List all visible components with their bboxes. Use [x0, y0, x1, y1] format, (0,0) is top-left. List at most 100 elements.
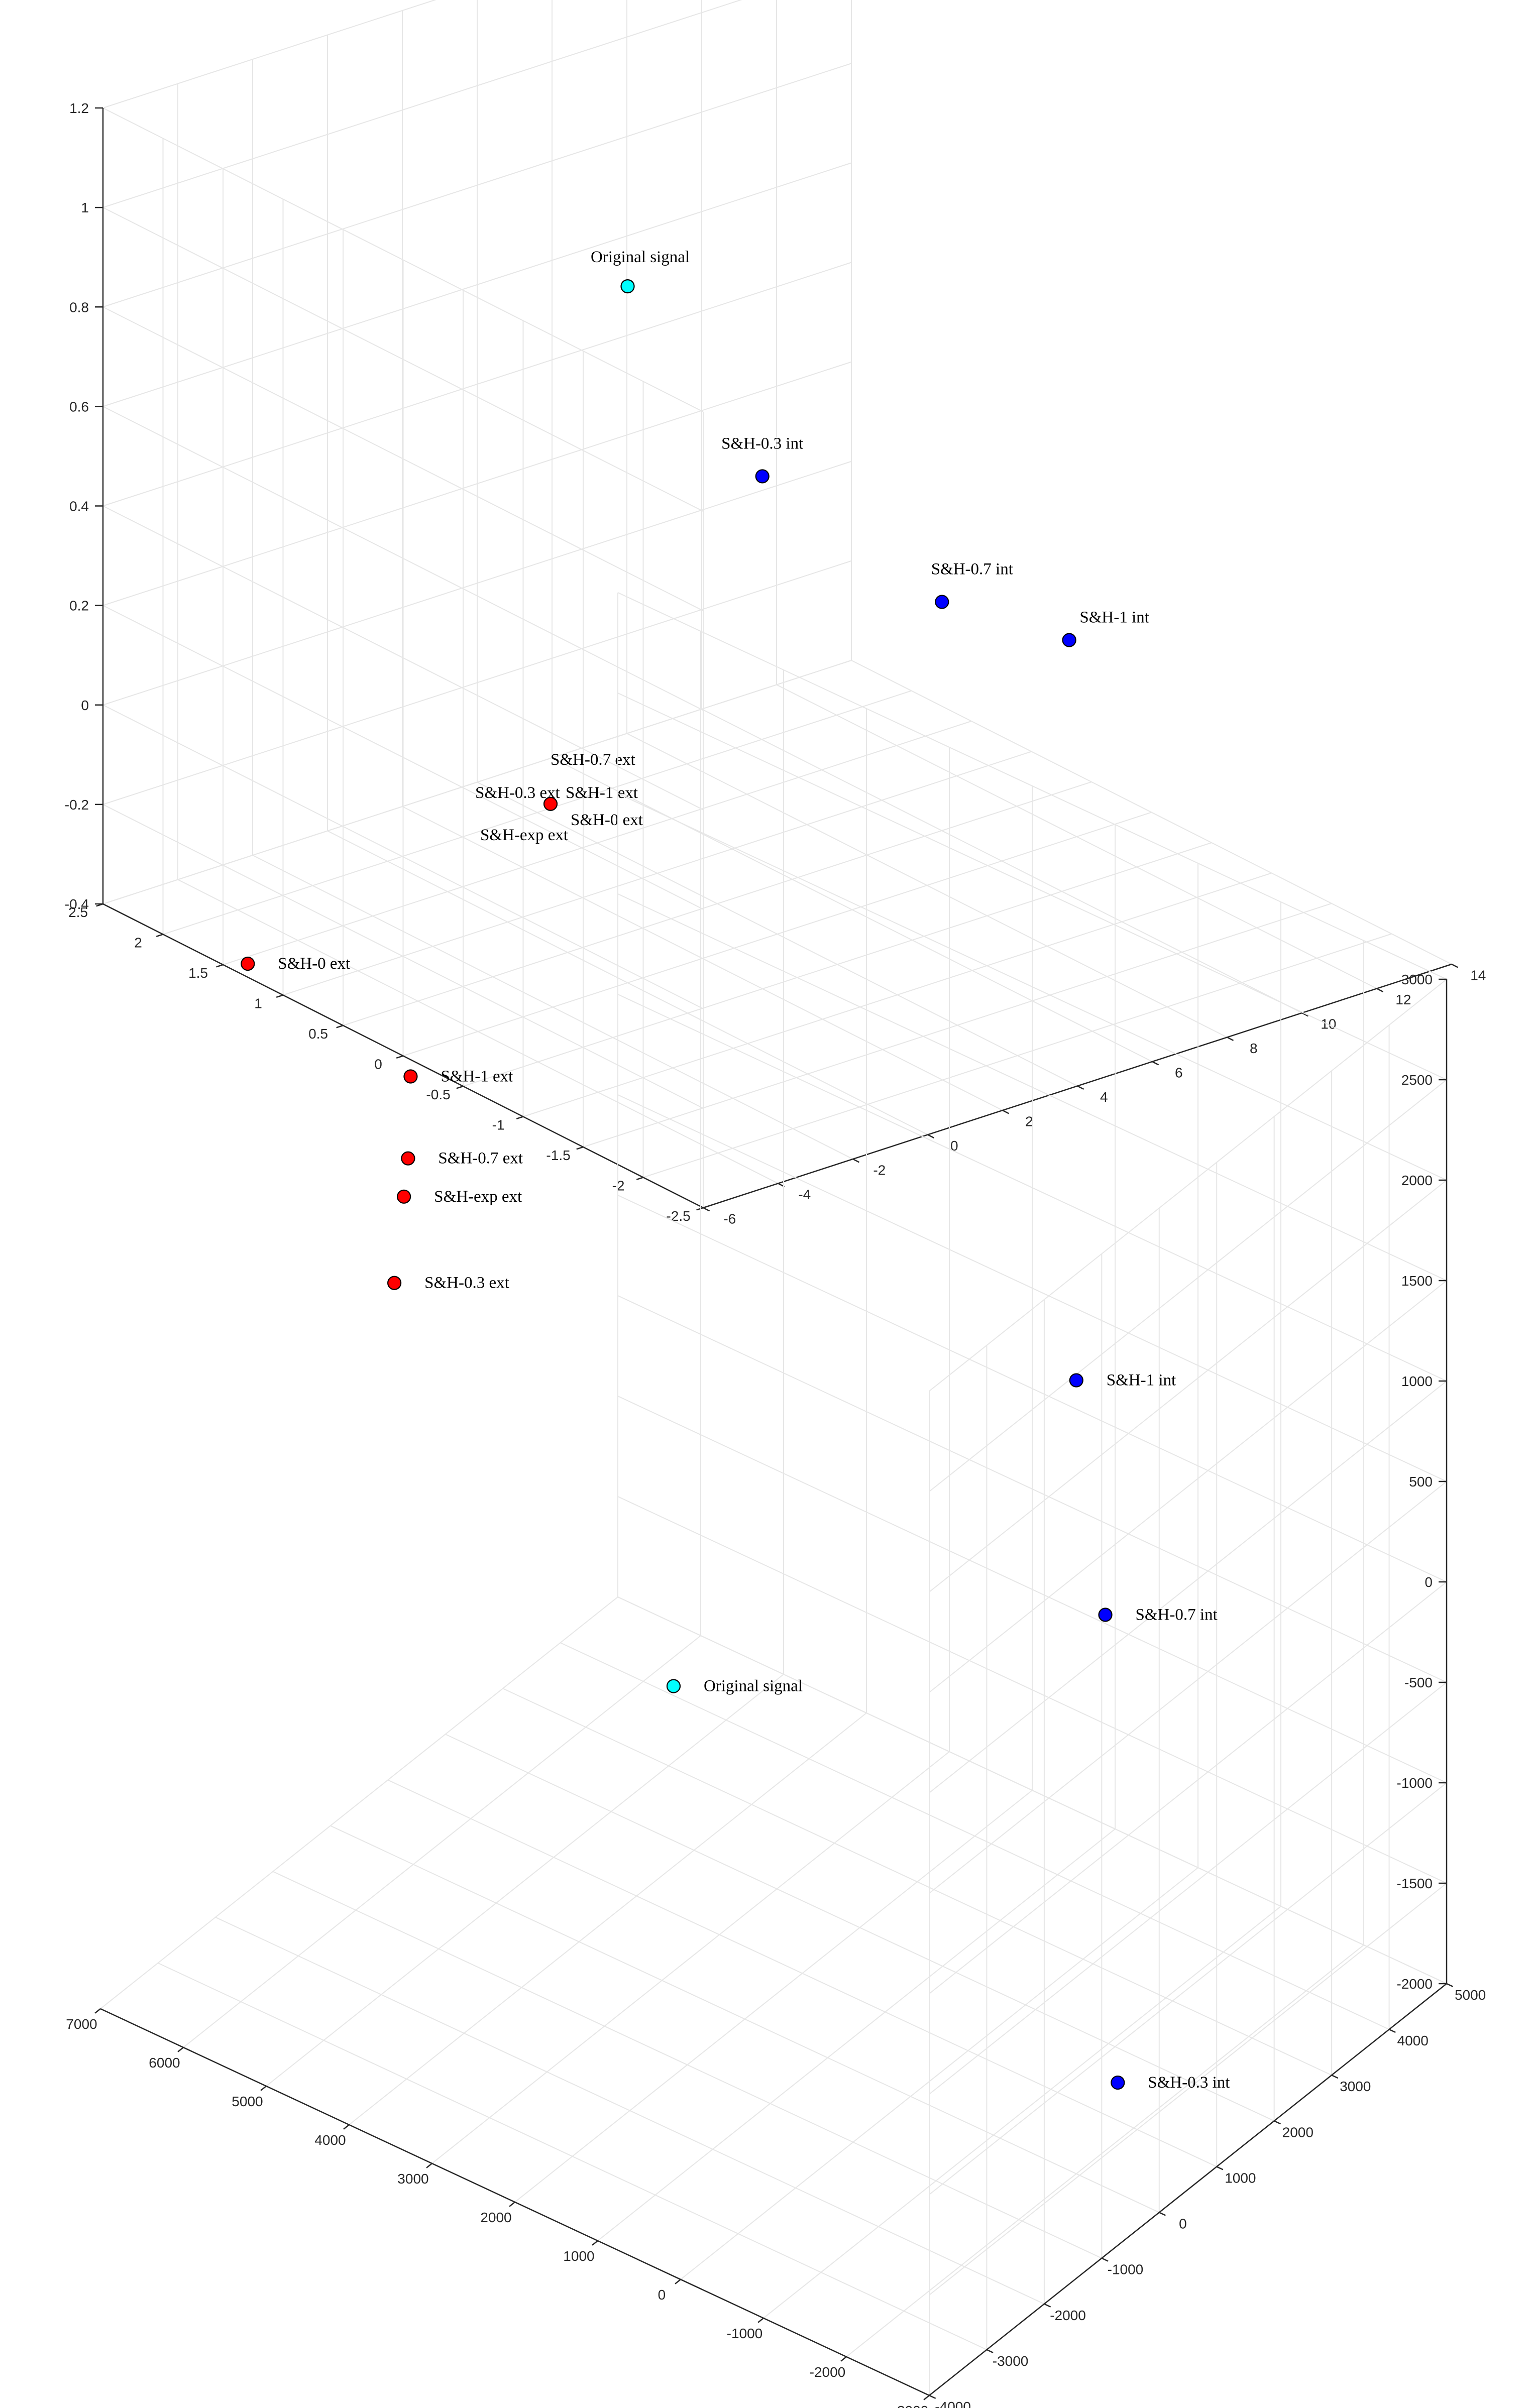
y-tick-label: 1000	[1225, 2170, 1256, 2186]
y-tick	[1216, 2166, 1224, 2170]
floor-grid-line	[387, 1779, 1217, 2167]
floor-grid-line	[445, 1734, 1275, 2122]
floor-grid-line	[215, 1916, 1045, 2305]
wall-grid-line	[617, 1496, 1447, 1884]
y-tick-label: -4000	[935, 2399, 971, 2408]
x-tick-label: -1000	[727, 2326, 763, 2341]
floor-grid-line	[223, 721, 972, 965]
point-label: Original signal	[591, 248, 690, 266]
point-int	[1111, 2075, 1125, 2090]
point-label: S&H-0.7 ext	[438, 1150, 523, 1168]
x-tick-label: -2000	[810, 2364, 846, 2380]
x-tick	[509, 2202, 515, 2207]
x-tick-label: 6000	[149, 2055, 180, 2071]
floor-grid-line	[100, 1596, 618, 2009]
wall-grid-line	[617, 1094, 1447, 1482]
y-tick-label: 0.5	[308, 1026, 328, 1042]
wall-grid-line	[929, 1481, 1447, 1894]
point-label: S&H-0.7 ext	[551, 751, 635, 769]
point-label: S&H-0.3 int	[721, 434, 803, 452]
wall-grid-line	[102, 704, 704, 1009]
wall-grid-line	[102, 63, 852, 308]
point-label: S&H-0.3 int	[1148, 2074, 1230, 2092]
floor-grid-line	[183, 1635, 701, 2048]
y-tick-label: 4000	[1397, 2033, 1429, 2048]
z-tick-label: 500	[1409, 1474, 1433, 1489]
x-tick-label: 0	[950, 1138, 958, 1154]
wall-grid-line	[102, 0, 436, 108]
chart-2: -3000-2000-10000100020003000400050006000…	[66, 592, 1486, 2408]
z-tick-label: -500	[1404, 1675, 1433, 1690]
wall-grid-line	[102, 560, 852, 805]
x-tick	[840, 2356, 847, 2362]
z-tick-label: 2500	[1401, 1072, 1433, 1088]
floor-grid-line	[266, 1674, 784, 2087]
point-label: S&H-0 ext	[571, 811, 643, 829]
x-tick	[1227, 1037, 1234, 1041]
point-label: S&H-1 ext	[566, 784, 638, 802]
x-tick	[1451, 963, 1459, 968]
wall-grid-line	[617, 592, 1447, 980]
wall-grid-line	[102, 262, 852, 507]
point-ext	[403, 1069, 418, 1084]
wall-grid-line	[929, 979, 1447, 1392]
wall-grid-line	[929, 1581, 1447, 1994]
wall-grid-line	[617, 693, 1447, 1080]
wall-grid-line	[929, 1180, 1447, 1592]
z-tick-label: -2000	[1396, 1976, 1433, 1992]
y-tick	[1159, 2212, 1166, 2216]
floor-grid-line	[431, 1751, 950, 2164]
floor-grid-line	[463, 842, 1212, 1087]
y-tick-label: 2.5	[68, 904, 88, 920]
x-tick	[675, 2279, 681, 2284]
point-int	[1098, 1608, 1113, 1622]
y-tick	[216, 964, 224, 968]
x-tick	[592, 2240, 598, 2246]
y-tick-label: 5000	[1455, 1987, 1486, 2003]
x-tick	[923, 2395, 930, 2400]
x-tick-label: 2	[1025, 1114, 1033, 1129]
y-tick-label: 2000	[1282, 2124, 1314, 2140]
wall-grid-line	[929, 1280, 1447, 1693]
y-tick-label: -2.5	[666, 1208, 690, 1224]
wall-grid-line	[617, 994, 1447, 1382]
x-tick-label: 6	[1175, 1065, 1183, 1081]
point-int	[755, 469, 770, 484]
wall-grid-line	[929, 1682, 1447, 2095]
y-tick	[1446, 1983, 1454, 1988]
point-ext	[401, 1151, 415, 1166]
z-tick-label: 1	[81, 200, 89, 215]
wall-grid-line	[102, 505, 704, 811]
z-tick-label: 1500	[1401, 1273, 1433, 1289]
x-tick-label: -6	[723, 1211, 736, 1227]
wall-grid-line	[102, 361, 852, 606]
y-tick-label: -1000	[1108, 2262, 1144, 2277]
tick-labels: -3000-2000-10000100020003000400050006000…	[66, 972, 1486, 2408]
z-tick-label: 0.4	[69, 499, 89, 514]
y-tick-label: -3000	[993, 2353, 1029, 2369]
y-tick-label: 2	[134, 935, 142, 951]
x-tick	[177, 2047, 184, 2052]
x-tick-label: 12	[1395, 992, 1411, 1007]
x-tick-label: -4	[798, 1187, 811, 1202]
wall-grid-line	[929, 1079, 1447, 1492]
x-tick	[1376, 988, 1384, 992]
floor-grid-line	[330, 1825, 1160, 2213]
floor-grid-line	[502, 1688, 1332, 2076]
wall-grid-line	[929, 1883, 1447, 2296]
y-tick-label: 3000	[1340, 2079, 1371, 2094]
y-tick	[1101, 2257, 1109, 2262]
y-tick	[516, 1116, 523, 1120]
z-tick-label: 0	[81, 698, 89, 713]
y-tick-label: 1.5	[188, 965, 208, 981]
y-tick	[1389, 2028, 1396, 2033]
y-tick	[1274, 2120, 1281, 2125]
x-tick-label: 0	[658, 2287, 666, 2303]
wall-grid-line	[617, 793, 1447, 1181]
y-tick	[456, 1085, 464, 1089]
z-tick-label: 0	[1425, 1574, 1433, 1590]
floor-grid-line	[597, 1828, 1116, 2241]
point-int	[1062, 633, 1076, 647]
x-tick	[852, 1158, 860, 1163]
